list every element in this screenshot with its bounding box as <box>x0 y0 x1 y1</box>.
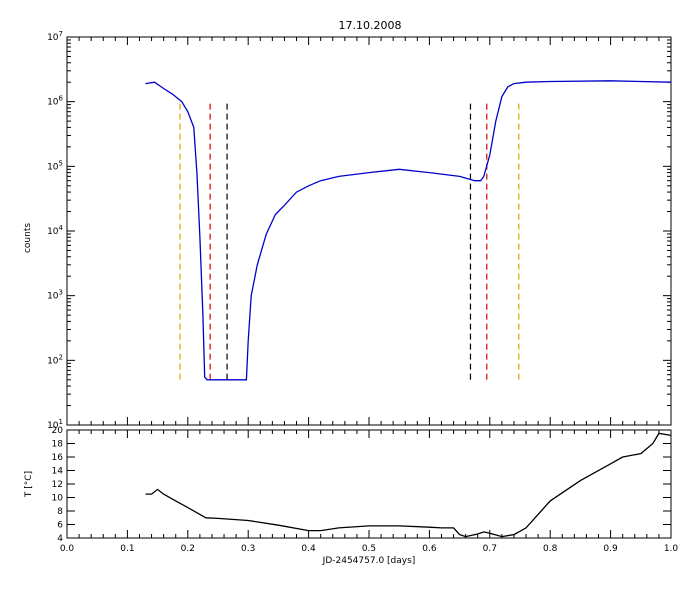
temperature-ytick-label: 8 <box>57 507 63 517</box>
counts-ytick-label: 104 <box>47 224 63 237</box>
temperature-xtick-label: 0.3 <box>241 544 255 554</box>
temperature-xtick-label: 0.5 <box>362 544 376 554</box>
temperature-xtick-label: 1.0 <box>664 544 679 554</box>
counts-ytick-label: 101 <box>47 418 63 431</box>
temperature-ytick-label: 14 <box>52 467 64 477</box>
x-axis-label: JD-2454757.0 [days] <box>322 556 416 566</box>
temperature-ytick-label: 16 <box>52 453 64 463</box>
temperature-xtick-label: 0.9 <box>603 544 618 554</box>
counts-ytick-label: 106 <box>47 95 63 108</box>
counts-ytick-label: 103 <box>47 289 63 302</box>
temperature-xtick-label: 0.4 <box>301 544 316 554</box>
temperature-plot-frame <box>66 429 672 539</box>
temperature-xtick-label: 0.2 <box>181 544 195 554</box>
temperature-ytick-label: 12 <box>52 480 63 490</box>
temperature-xtick-label: 0.7 <box>483 544 497 554</box>
temperature-xtick-label: 0.8 <box>543 544 558 554</box>
temperature-ytick-label: 20 <box>52 426 64 436</box>
counts-ytick-label: 102 <box>47 353 63 366</box>
counts-ytick-label: 105 <box>47 159 63 172</box>
temperature-plot: 4 6 8 10 12 14 16 18 20 0.0 0.1 0.2 0.3 0.4 0.5 0.6 0.7 0… <box>52 426 679 554</box>
temperature-series-line <box>145 432 672 538</box>
temperature-xtick-label: 0.6 <box>422 544 437 554</box>
temperature-xtick-label: 0.0 <box>60 544 75 554</box>
counts-ylabel: counts <box>23 223 33 253</box>
counts-ytick-label: 107 <box>47 30 63 43</box>
temperature-ytick-label: 4 <box>57 534 63 544</box>
temperature-ytick-label: 10 <box>52 494 64 504</box>
temperature-xtick-label: 0.1 <box>120 544 134 554</box>
temperature-ytick-label: 6 <box>57 521 63 531</box>
temperature-ytick-label: 18 <box>52 440 64 450</box>
counts-plot-frame <box>66 36 672 426</box>
temperature-ylabel: T [°C] <box>24 471 34 498</box>
chart-title: 17.10.2008 <box>339 19 402 32</box>
counts-plot: 101 102 103 104 105 106 107 <box>47 30 672 431</box>
counts-series-line <box>145 80 672 381</box>
